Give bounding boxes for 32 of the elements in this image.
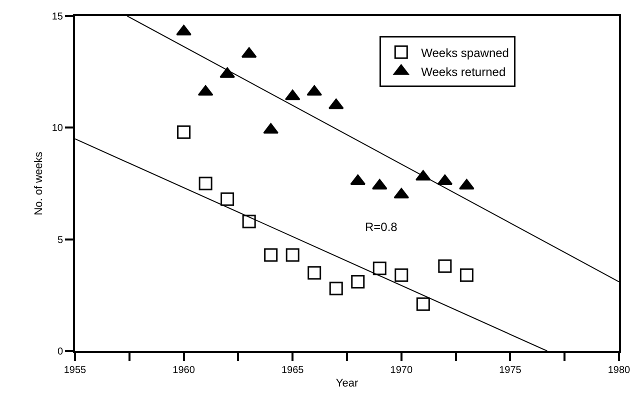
x-axis-title: Year: [336, 378, 358, 390]
y-axis-title: No. of weeks: [33, 151, 45, 216]
legend-label: Weeks returned: [421, 64, 506, 79]
point: [220, 67, 235, 78]
legend-label: Weeks spawned: [421, 46, 509, 60]
point: [438, 259, 452, 273]
point: [308, 266, 322, 280]
point: [264, 248, 278, 262]
point: [220, 192, 234, 206]
x-tick-label: 1955: [64, 365, 87, 376]
x-tick-label: 1980: [608, 365, 631, 376]
annotation: R=0.8: [365, 220, 398, 234]
point: [286, 248, 300, 262]
y-tick-label: 0: [57, 346, 64, 358]
x-tick-label: 1960: [172, 365, 196, 376]
y-tick-label: 15: [52, 12, 64, 22]
x-tick-label: 1970: [390, 365, 413, 376]
point: [177, 125, 191, 139]
y-tick-label: 10: [52, 123, 64, 134]
point: [329, 282, 343, 296]
point: [460, 268, 474, 282]
x-tick-label: 1975: [499, 365, 522, 376]
point: [394, 268, 408, 282]
point: [372, 262, 386, 276]
point: [459, 178, 474, 190]
point: [198, 176, 212, 190]
point: [242, 214, 256, 228]
point: [351, 275, 365, 289]
point: [416, 297, 430, 311]
y-tick-label: 5: [57, 234, 64, 246]
x-tick-label: 1965: [281, 365, 304, 376]
point: [176, 24, 192, 36]
